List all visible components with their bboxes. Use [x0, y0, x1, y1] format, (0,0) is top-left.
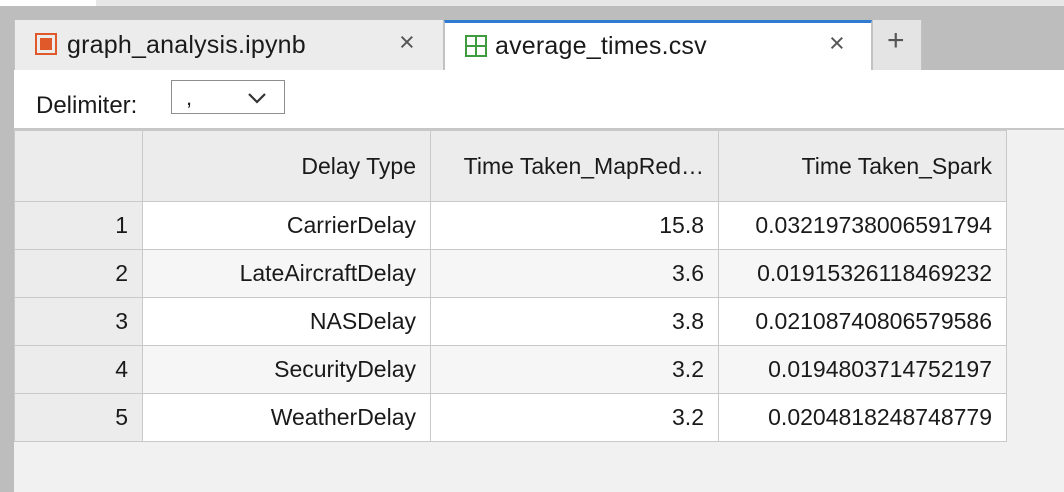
- chevron-down-icon: [246, 87, 268, 112]
- plus-icon: +: [887, 24, 905, 57]
- table-cell[interactable]: 0.03219738006591794: [718, 201, 1007, 250]
- table-cell[interactable]: NASDelay: [142, 297, 431, 346]
- table-cell[interactable]: SecurityDelay: [142, 345, 431, 394]
- table-row: 1 CarrierDelay 15.8 0.03219738006591794: [14, 201, 1007, 250]
- tab-title: graph_analysis.ipynb: [67, 31, 306, 59]
- row-number[interactable]: 5: [14, 393, 143, 442]
- table-cell[interactable]: 0.02108740806579586: [718, 297, 1007, 346]
- table-cell[interactable]: 3.6: [430, 249, 719, 298]
- tab-graph-analysis[interactable]: graph_analysis.ipynb ×: [14, 20, 444, 70]
- close-icon[interactable]: ×: [829, 28, 845, 58]
- row-number[interactable]: 2: [14, 249, 143, 298]
- delimiter-select[interactable]: ,: [171, 80, 285, 114]
- table-cell[interactable]: CarrierDelay: [142, 201, 431, 250]
- csv-toolbar: Delimiter: ,: [14, 70, 1064, 130]
- column-header-delay-type[interactable]: Delay Type: [142, 130, 431, 202]
- table-row: 4 SecurityDelay 3.2 0.0194803714752197: [14, 345, 1007, 394]
- table-cell[interactable]: 15.8: [430, 201, 719, 250]
- table-cell[interactable]: 0.0194803714752197: [718, 345, 1007, 394]
- delimiter-value: ,: [186, 85, 193, 110]
- table-row: 5 WeatherDelay 3.2 0.0204818248748779: [14, 393, 1007, 442]
- table-cell[interactable]: LateAircraftDelay: [142, 249, 431, 298]
- add-tab-button[interactable]: +: [872, 20, 922, 70]
- tab-bar: graph_analysis.ipynb × average_times.csv…: [0, 6, 1064, 70]
- header-row: Delay Type Time Taken_MapRed… Time Taken…: [14, 130, 1007, 202]
- column-header-time-spark[interactable]: Time Taken_Spark: [718, 130, 1007, 202]
- tab-average-times[interactable]: average_times.csv ×: [444, 20, 872, 70]
- table-grid-icon: [465, 35, 487, 57]
- row-number[interactable]: 1: [14, 201, 143, 250]
- delimiter-label: Delimiter:: [36, 92, 138, 119]
- column-header-time-mapreduce[interactable]: Time Taken_MapRed…: [430, 130, 719, 202]
- close-icon[interactable]: ×: [399, 27, 415, 57]
- tab-title: average_times.csv: [495, 32, 707, 60]
- csv-table: Delay Type Time Taken_MapRed… Time Taken…: [14, 130, 1007, 442]
- table-row: 2 LateAircraftDelay 3.6 0.01915326118469…: [14, 249, 1007, 298]
- row-number[interactable]: 4: [14, 345, 143, 394]
- corner-cell[interactable]: [14, 130, 143, 202]
- row-number[interactable]: 3: [14, 297, 143, 346]
- table-cell[interactable]: 0.0204818248748779: [718, 393, 1007, 442]
- window-top-strip: [0, 0, 1064, 6]
- table-cell[interactable]: 0.01915326118469232: [718, 249, 1007, 298]
- table-cell[interactable]: WeatherDelay: [142, 393, 431, 442]
- table-cell[interactable]: 3.8: [430, 297, 719, 346]
- table-cell[interactable]: 3.2: [430, 393, 719, 442]
- notebook-icon: [35, 33, 57, 55]
- table-row: 3 NASDelay 3.8 0.02108740806579586: [14, 297, 1007, 346]
- csv-grid-area: Delay Type Time Taken_MapRed… Time Taken…: [14, 130, 1064, 492]
- table-cell[interactable]: 3.2: [430, 345, 719, 394]
